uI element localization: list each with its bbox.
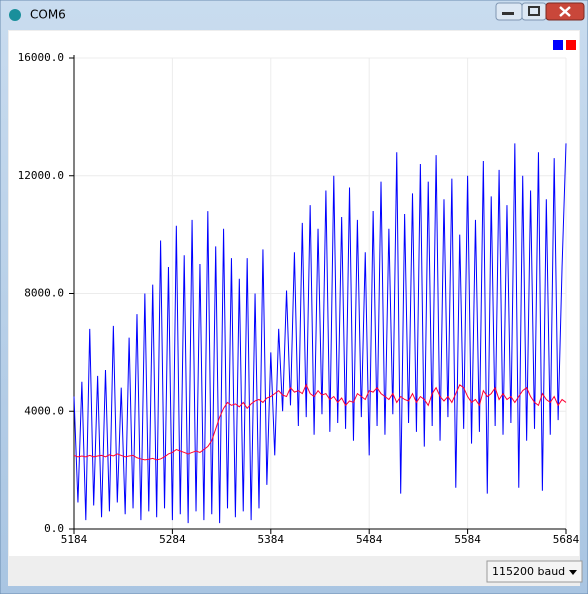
baud-dropdown[interactable] bbox=[486, 560, 583, 583]
legend-swatch bbox=[566, 40, 576, 50]
baud-label: 115200 baud bbox=[492, 565, 565, 578]
legend-swatch bbox=[553, 40, 563, 50]
minimize-button[interactable] bbox=[495, 2, 523, 21]
y-tick-label: 4000.0 bbox=[24, 404, 64, 417]
maximize-button[interactable] bbox=[521, 2, 547, 21]
x-tick-label: 5384 bbox=[258, 533, 285, 546]
x-tick-label: 5584 bbox=[454, 533, 481, 546]
app-icon bbox=[9, 9, 21, 21]
minimize-icon bbox=[502, 12, 514, 15]
series-line bbox=[73, 143, 567, 524]
window-title: COM6 bbox=[30, 8, 66, 22]
x-tick-label: 5184 bbox=[61, 533, 88, 546]
y-tick-label: 16000.0 bbox=[18, 51, 64, 64]
close-icon bbox=[559, 6, 571, 17]
x-tick-label: 5484 bbox=[356, 533, 383, 546]
y-tick-label: 8000.0 bbox=[24, 287, 64, 300]
plot: 0.0 4000.0 8000.0 12000.0 16000.0 5184 5284 538… bbox=[18, 51, 580, 546]
x-tick-label: 5284 bbox=[159, 533, 186, 546]
y-tick-label: 0.0 bbox=[44, 522, 64, 535]
dropdown-arrow bbox=[569, 570, 577, 575]
maximize-icon bbox=[528, 6, 540, 16]
x-tick-label: 5684 bbox=[553, 533, 580, 546]
y-tick-label: 12000.0 bbox=[18, 169, 64, 182]
series-line bbox=[73, 383, 567, 461]
